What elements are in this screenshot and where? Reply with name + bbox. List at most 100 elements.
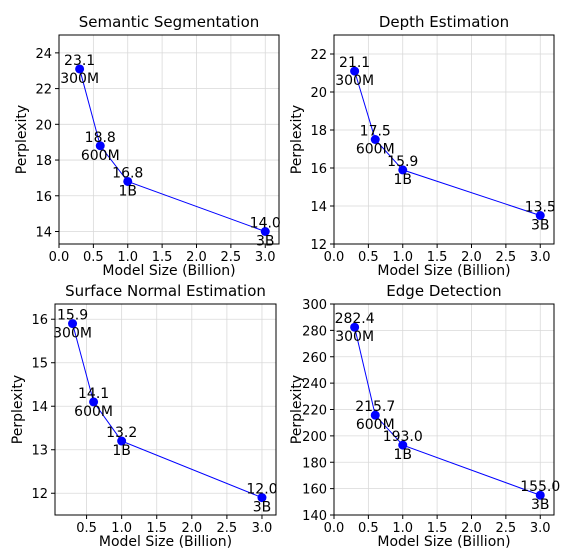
x-axis-label: Model Size (Billion)	[99, 534, 232, 550]
data-value-label: 193.0	[383, 429, 423, 445]
x-tick-label: 2.0	[461, 521, 482, 536]
x-tick-label: 1.0	[117, 250, 138, 265]
model-size-label: 3B	[531, 218, 550, 234]
model-size-label: 600M	[74, 404, 113, 420]
chart-depth-estimation: 0.0 0.5 1.0 1.5 2.0 2.5 3.0 12 14 16 18 20 22 Depth E…	[289, 13, 556, 279]
y-tick-label: 12	[31, 487, 48, 502]
data-point	[68, 319, 78, 329]
x-tick-label: 2.5	[221, 250, 242, 265]
model-size-label: 1B	[112, 443, 131, 459]
y-tick-label: 240	[302, 377, 327, 392]
data-value-label: 215.7	[355, 399, 395, 415]
x-tick-label: 0.0	[49, 250, 70, 265]
data-value-label: 15.9	[57, 308, 88, 324]
x-tick-label: 1.5	[427, 250, 448, 265]
data-value-label: 13.5	[525, 200, 556, 216]
x-tick-label: 3.0	[255, 250, 276, 265]
y-tick-label: 140	[302, 509, 327, 524]
x-tick-label: 2.5	[496, 250, 517, 265]
y-tick-label: 300	[302, 298, 327, 313]
x-tick-label: 1.5	[146, 521, 167, 536]
y-tick-label: 260	[302, 351, 327, 366]
x-axis-label: Model Size (Billion)	[377, 263, 510, 279]
model-size-label: 600M	[81, 148, 120, 164]
data-value-label: 16.8	[112, 165, 143, 181]
model-size-label: 600M	[356, 417, 395, 433]
series-line	[79, 68, 266, 232]
chart-title: Edge Detection	[386, 282, 501, 300]
data-value-label: 282.4	[335, 311, 375, 327]
series-line	[72, 323, 263, 499]
x-tick-label: 0.5	[358, 521, 379, 536]
chart-surface-normal-estimation: 0.5 1.0 1.5 2.0 2.5 3.0 12 13 14 15 16 Surface Norm…	[10, 282, 278, 550]
chart-semantic-segmentation: 0.0 0.5 1.0 1.5 2.0 2.5 3.0 14 16 18 20 22 24 Semanti…	[14, 13, 281, 279]
data-point	[350, 66, 360, 76]
x-tick-label: 0.5	[76, 521, 97, 536]
y-axis-label: Perplexity	[289, 375, 305, 444]
plot-frame	[54, 303, 277, 516]
data-point	[535, 211, 545, 220]
model-size-label: 300M	[53, 326, 92, 342]
y-tick-label: 180	[302, 456, 327, 471]
x-tick-label: 1.0	[392, 250, 413, 265]
x-axis-label: Model Size (Billion)	[377, 534, 510, 550]
y-tick-label: 200	[302, 430, 327, 445]
x-tick-label: 3.0	[530, 521, 551, 536]
y-tick-label: 280	[302, 324, 327, 339]
series-line	[354, 327, 541, 496]
x-tick-label: 2.0	[186, 250, 207, 265]
model-size-label: 300M	[335, 73, 374, 89]
y-tick-label: 14	[31, 400, 48, 415]
x-tick-label: 1.0	[111, 521, 132, 536]
y-tick-label: 16	[35, 190, 52, 205]
x-tick-label: 0.5	[358, 250, 379, 265]
y-tick-label: 16	[31, 313, 48, 328]
x-tick-label: 0.0	[324, 521, 345, 536]
model-size-label: 1B	[118, 183, 137, 199]
x-tick-label: 0.0	[324, 250, 345, 265]
data-point	[260, 226, 270, 236]
data-point	[350, 322, 360, 332]
y-tick-label: 220	[302, 404, 327, 419]
y-tick-label: 14	[35, 225, 52, 240]
x-tick-label: 2.0	[181, 521, 202, 536]
model-size-label: 3B	[253, 500, 272, 516]
model-size-label: 600M	[356, 142, 395, 158]
y-axis-label: Perplexity	[10, 375, 26, 444]
chart-title: Surface Normal Estimation	[65, 282, 266, 300]
data-point	[398, 440, 408, 450]
data-point	[257, 493, 267, 503]
x-axis-label: Model Size (Billion)	[102, 263, 235, 279]
chart-title: Depth Estimation	[379, 13, 509, 31]
y-axis-label: Perplexity	[289, 105, 305, 174]
data-value-label: 17.5	[360, 124, 391, 140]
data-point	[123, 176, 133, 186]
data-value-label: 23.1	[64, 53, 95, 69]
x-tick-label: 1.5	[152, 250, 173, 265]
x-tick-label: 0.5	[83, 250, 104, 265]
y-tick-label: 16	[310, 162, 327, 177]
data-value-label: 18.8	[85, 130, 116, 146]
y-tick-label: 160	[302, 483, 327, 498]
data-point	[398, 165, 408, 175]
chart-title: Semantic Segmentation	[79, 13, 260, 31]
data-value-label: 12.0	[246, 482, 277, 498]
y-tick-label: 15	[31, 357, 48, 372]
y-tick-label: 12	[310, 238, 327, 253]
x-tick-label: 1.5	[427, 521, 448, 536]
chart-edge-detection: 0.0 0.5 1.0 1.5 2.0 2.5 3.0 140 160 180 200 220 240 2…	[289, 282, 560, 550]
y-tick-label: 14	[310, 200, 327, 215]
model-size-label: 300M	[335, 329, 374, 345]
y-tick-label: 22	[35, 83, 52, 98]
data-point	[117, 436, 127, 446]
y-tick-label: 20	[310, 86, 327, 101]
data-point	[370, 410, 380, 420]
data-point	[75, 64, 85, 74]
x-tick-label: 3.0	[252, 521, 273, 536]
y-tick-label: 20	[35, 118, 52, 133]
model-size-label: 3B	[256, 233, 275, 249]
y-axis-label: Perplexity	[14, 105, 30, 174]
model-size-label: 3B	[531, 497, 550, 513]
y-tick-label: 24	[35, 47, 52, 62]
data-value-label: 14.1	[78, 386, 109, 402]
